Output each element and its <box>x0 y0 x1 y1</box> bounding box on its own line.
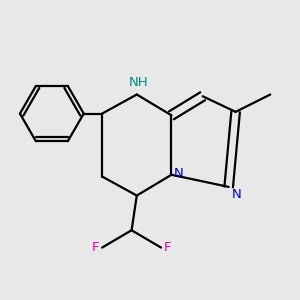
Text: N: N <box>231 188 241 201</box>
Text: F: F <box>164 241 171 254</box>
Text: F: F <box>92 241 100 254</box>
Text: N: N <box>174 167 184 180</box>
Text: NH: NH <box>129 76 148 88</box>
